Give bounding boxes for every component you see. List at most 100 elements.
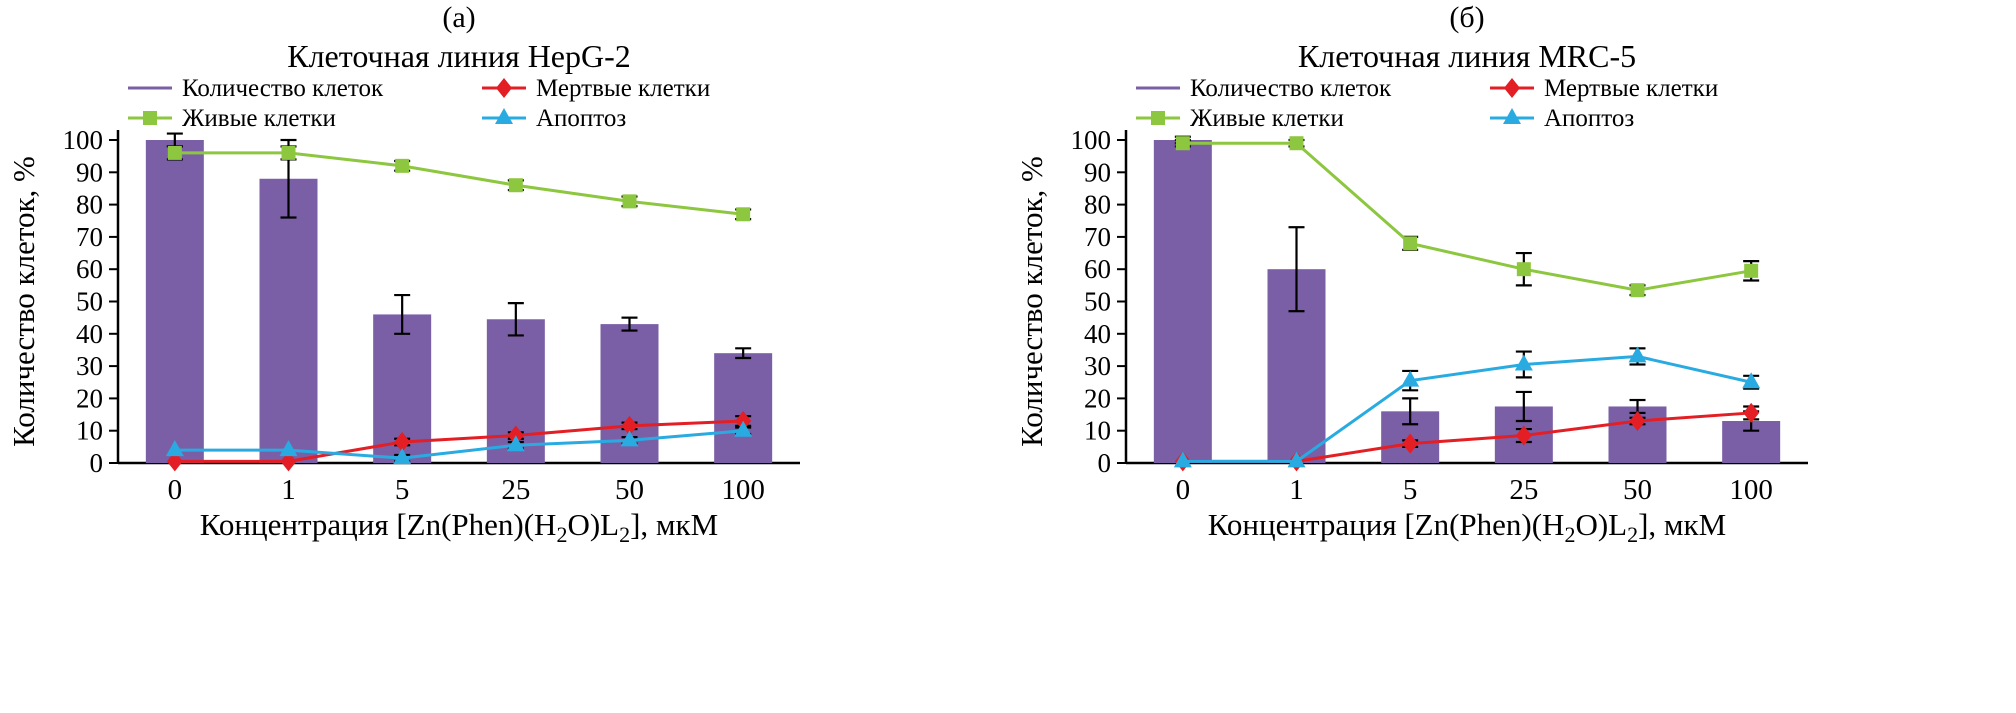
series-line <box>174 429 744 460</box>
line-series <box>166 411 752 472</box>
x-tick-label: 5 <box>1403 474 1418 506</box>
legend-label: Количество клеток <box>1190 75 1392 102</box>
x-tick-label: 5 <box>395 474 410 506</box>
diamond-marker <box>621 415 638 436</box>
diamond-marker <box>1515 425 1532 446</box>
y-tick-label: 20 <box>1084 383 1111 413</box>
triangle-marker <box>1503 108 1521 124</box>
bar <box>714 353 773 463</box>
triangle-marker <box>165 440 184 457</box>
legend-label: Количество клеток <box>182 75 384 102</box>
diamond-marker <box>1629 411 1646 432</box>
square-marker <box>736 207 751 222</box>
x-tick-label: 1 <box>1289 474 1304 506</box>
triangle-marker <box>393 448 412 465</box>
series-line <box>1182 141 1752 292</box>
triangle-marker <box>1742 372 1761 389</box>
triangle-marker <box>1287 451 1306 468</box>
x-tick-label: 25 <box>501 474 530 506</box>
triangle-marker <box>495 108 513 124</box>
x-tick-label: 100 <box>721 474 765 506</box>
y-tick-label: 80 <box>76 190 103 220</box>
y-tick-label: 100 <box>63 125 104 155</box>
diamond-marker <box>280 451 297 472</box>
line-series <box>1174 136 1760 298</box>
diamond-marker <box>1743 402 1760 423</box>
triangle-marker <box>1173 451 1192 468</box>
y-tick-label: 0 <box>1098 448 1112 478</box>
line-series <box>1174 402 1760 472</box>
triangle-marker <box>1514 354 1533 371</box>
line-series <box>165 420 753 465</box>
bar <box>259 178 318 463</box>
y-tick-label: 90 <box>1084 157 1111 187</box>
square-marker <box>395 158 410 173</box>
x-tick-labels: 0 1 5 25 50 100 <box>1176 474 1773 506</box>
y-tick-label: 40 <box>1084 319 1111 349</box>
y-tick-label: 30 <box>76 351 103 381</box>
y-tick-label: 30 <box>1084 351 1111 381</box>
legend-label: Мертвые клетки <box>536 75 710 102</box>
triangle-marker <box>734 420 753 437</box>
y-tick-label: 60 <box>1084 254 1111 284</box>
diamond-marker <box>1504 78 1520 98</box>
square-marker <box>281 145 296 160</box>
y-tick-label: 60 <box>76 254 103 284</box>
y-tick-label: 50 <box>76 287 103 317</box>
panel-label: (а) <box>442 1 475 34</box>
series-line <box>174 419 744 463</box>
x-tick-label: 0 <box>1176 474 1191 506</box>
x-axis-label: Концентрация [Zn(Phen)(H2O)L2], мкМ <box>1208 507 1726 547</box>
x-axis-label: Концентрация [Zn(Phen)(H2O)L2], мкМ <box>200 507 718 547</box>
triangle-marker <box>506 435 525 452</box>
series-line <box>1182 354 1752 463</box>
square-marker <box>1403 236 1418 251</box>
y-tick-label: 90 <box>76 157 103 187</box>
diamond-marker <box>394 432 411 453</box>
line-series <box>1173 346 1761 468</box>
legend: Количество клеток Живые клетки Мертвые кле… <box>128 75 710 132</box>
bar <box>145 140 204 463</box>
square-marker <box>167 145 182 160</box>
triangle-marker <box>1401 370 1420 387</box>
x-tick-label: 0 <box>168 474 183 506</box>
triangle-marker <box>1628 346 1647 363</box>
legend-label: Живые клетки <box>1190 105 1344 132</box>
legend-label: Апоптоз <box>536 105 626 132</box>
square-marker <box>1744 263 1759 278</box>
y-axis-label: Количество клеток, % <box>6 156 41 447</box>
bar-series <box>145 132 773 463</box>
bar <box>1153 140 1212 463</box>
diamond-marker <box>1402 433 1419 454</box>
chart-title: Клеточная линия MRC-5 <box>1298 38 1636 74</box>
y-tick-label: 20 <box>76 383 103 413</box>
x-tick-label: 50 <box>1623 474 1652 506</box>
line-series <box>166 145 752 222</box>
y-tick-label: 70 <box>1084 222 1111 252</box>
square-marker <box>1289 136 1304 151</box>
x-tick-label: 50 <box>615 474 644 506</box>
y-axis-label: Количество клеток, % <box>1014 156 1049 447</box>
legend-label: Живые клетки <box>182 105 336 132</box>
chart-title: Клеточная линия HepG-2 <box>287 38 631 74</box>
square-marker <box>508 178 523 193</box>
y-tick-label: 10 <box>76 416 103 446</box>
diamond-marker <box>166 451 183 472</box>
legend-label: Мертвые клетки <box>1544 75 1718 102</box>
y-tick-label: 50 <box>1084 287 1111 317</box>
triangle-marker <box>620 430 639 447</box>
series-line <box>174 151 744 216</box>
x-tick-label: 1 <box>281 474 296 506</box>
square-marker <box>1630 283 1645 298</box>
y-tick-label: 70 <box>76 222 103 252</box>
y-tick-label: 10 <box>1084 416 1111 446</box>
diamond-marker <box>496 78 512 98</box>
y-tick-label: 40 <box>76 319 103 349</box>
legend-label: Апоптоз <box>1544 105 1634 132</box>
y-tick-label: 0 <box>90 448 104 478</box>
square-marker <box>143 111 157 125</box>
legend: Количество клеток Живые клетки Мертвые кле… <box>1136 75 1718 132</box>
